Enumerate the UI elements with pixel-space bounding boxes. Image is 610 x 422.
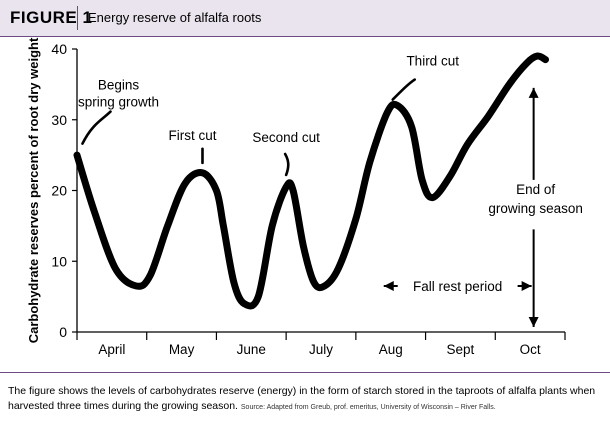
season-arrow-head <box>528 317 539 327</box>
caption-divider <box>0 372 610 373</box>
y-tick-label: 40 <box>51 41 67 57</box>
y-tick-label: 0 <box>59 324 67 340</box>
annotation-leader <box>391 78 417 101</box>
figure-caption: The figure shows the levels of carbohydr… <box>8 384 604 415</box>
annotation-leader <box>81 110 112 145</box>
y-axis-label: Carbohydrate reserves percent of root dr… <box>26 37 41 343</box>
caption-text: The figure shows the levels of carbohydr… <box>8 385 596 412</box>
season-arrow-head <box>528 87 539 98</box>
series-line <box>73 52 549 310</box>
annotation-text: End of <box>516 182 555 197</box>
x-tick-label: Aug <box>379 342 403 357</box>
x-tick-label: July <box>309 342 333 357</box>
x-tick-label: April <box>98 342 125 357</box>
annotation-text: Begins <box>98 78 140 93</box>
caption-source: Source: Adapted from Greub, prof. emerit… <box>240 404 496 411</box>
figure-header: FIGURE 1 Energy reserve of alfalfa roots <box>0 0 610 37</box>
fall-arrow-head <box>383 281 394 292</box>
annotation-text: Fall rest period <box>413 279 502 294</box>
annotation-text: spring growth <box>78 95 159 110</box>
x-tick-label: Sept <box>447 342 475 357</box>
y-tick-label: 30 <box>51 112 67 128</box>
annotation-text: Second cut <box>252 130 320 145</box>
fall-arrow-head <box>521 281 532 292</box>
y-tick-label: 10 <box>51 253 67 269</box>
x-tick-label: June <box>237 342 266 357</box>
y-tick-label: 20 <box>51 183 67 199</box>
annotation-text: First cut <box>168 128 216 143</box>
annotation-text: growing season <box>488 201 583 216</box>
annotation-leader <box>283 152 290 177</box>
x-tick-label: May <box>169 342 195 357</box>
header-divider <box>77 6 78 30</box>
x-tick-label: Oct <box>520 342 541 357</box>
figure-label: FIGURE 1 <box>10 8 93 27</box>
figure-title: Energy reserve of alfalfa roots <box>88 10 262 25</box>
chart: 0 10 20 30 40 April May June July Aug Sept Oct Carbo… <box>26 37 583 357</box>
annotation-text: Third cut <box>406 54 459 69</box>
